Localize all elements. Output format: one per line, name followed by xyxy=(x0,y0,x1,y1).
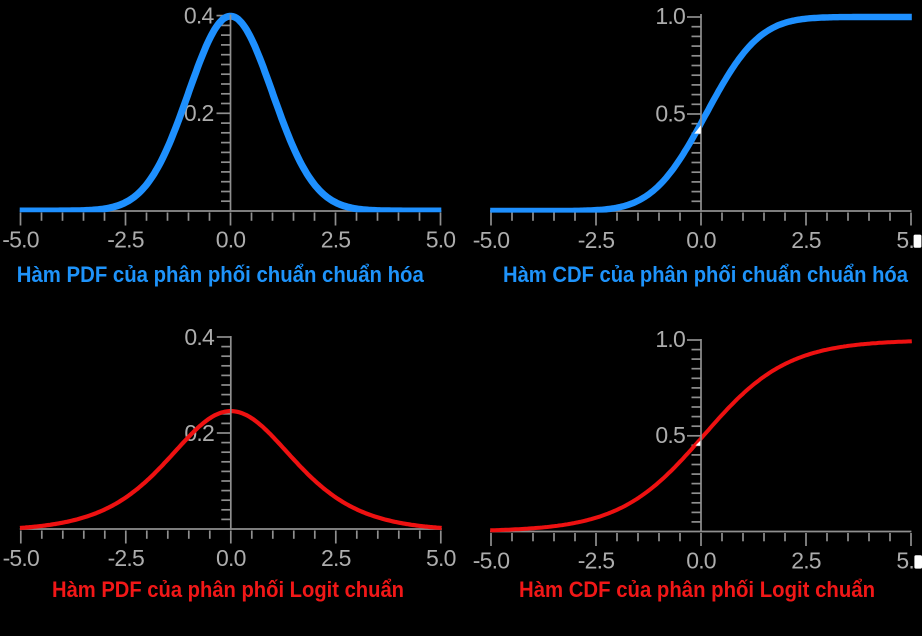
svg-text:Hàm CDF của phân phối chuẩn ch: Hàm CDF của phân phối chuẩn chuẩn hóa xyxy=(503,262,908,287)
svg-text:2.5: 2.5 xyxy=(791,548,821,574)
svg-text:Hàm PDF của phân phối Logit ch: Hàm PDF của phân phối Logit chuẩn xyxy=(52,577,404,602)
svg-text:-5.0: -5.0 xyxy=(3,545,39,571)
svg-text:Hàm PDF của phân phối chuẩn ch: Hàm PDF của phân phối chuẩn chuẩn hóa xyxy=(17,262,424,287)
svg-text:-5.0: -5.0 xyxy=(473,227,509,253)
svg-text:0.0: 0.0 xyxy=(686,227,716,253)
svg-text:1.0: 1.0 xyxy=(655,326,685,352)
svg-text:0.4: 0.4 xyxy=(184,2,215,28)
svg-text:0.0: 0.0 xyxy=(216,227,246,253)
svg-text:2.5: 2.5 xyxy=(321,545,351,571)
svg-text:2.5: 2.5 xyxy=(321,227,351,253)
svg-text:0.5: 0.5 xyxy=(655,422,685,448)
svg-text:-2.5: -2.5 xyxy=(107,227,143,253)
svg-text:0.0: 0.0 xyxy=(216,545,246,571)
svg-text:1.0: 1.0 xyxy=(655,3,685,29)
svg-text:-2.5: -2.5 xyxy=(578,227,614,253)
svg-text:0.2: 0.2 xyxy=(184,100,214,126)
svg-text:-5.0: -5.0 xyxy=(2,227,38,253)
svg-text:-2.5: -2.5 xyxy=(108,545,144,571)
svg-text:5.0: 5.0 xyxy=(426,545,456,571)
svg-text:5.0: 5.0 xyxy=(426,227,456,253)
svg-text:-5.0: -5.0 xyxy=(473,548,509,574)
svg-text:0.4: 0.4 xyxy=(184,324,215,350)
svg-text:5.: 5. xyxy=(896,548,914,574)
svg-text:0.0: 0.0 xyxy=(686,548,716,574)
svg-text:0.5: 0.5 xyxy=(655,100,685,126)
svg-text:-2.5: -2.5 xyxy=(578,548,614,574)
svg-text:2.5: 2.5 xyxy=(791,227,821,253)
svg-text:Hàm CDF của phân phối Logit ch: Hàm CDF của phân phối Logit chuẩn xyxy=(519,577,875,602)
svg-text:5.: 5. xyxy=(896,227,914,253)
